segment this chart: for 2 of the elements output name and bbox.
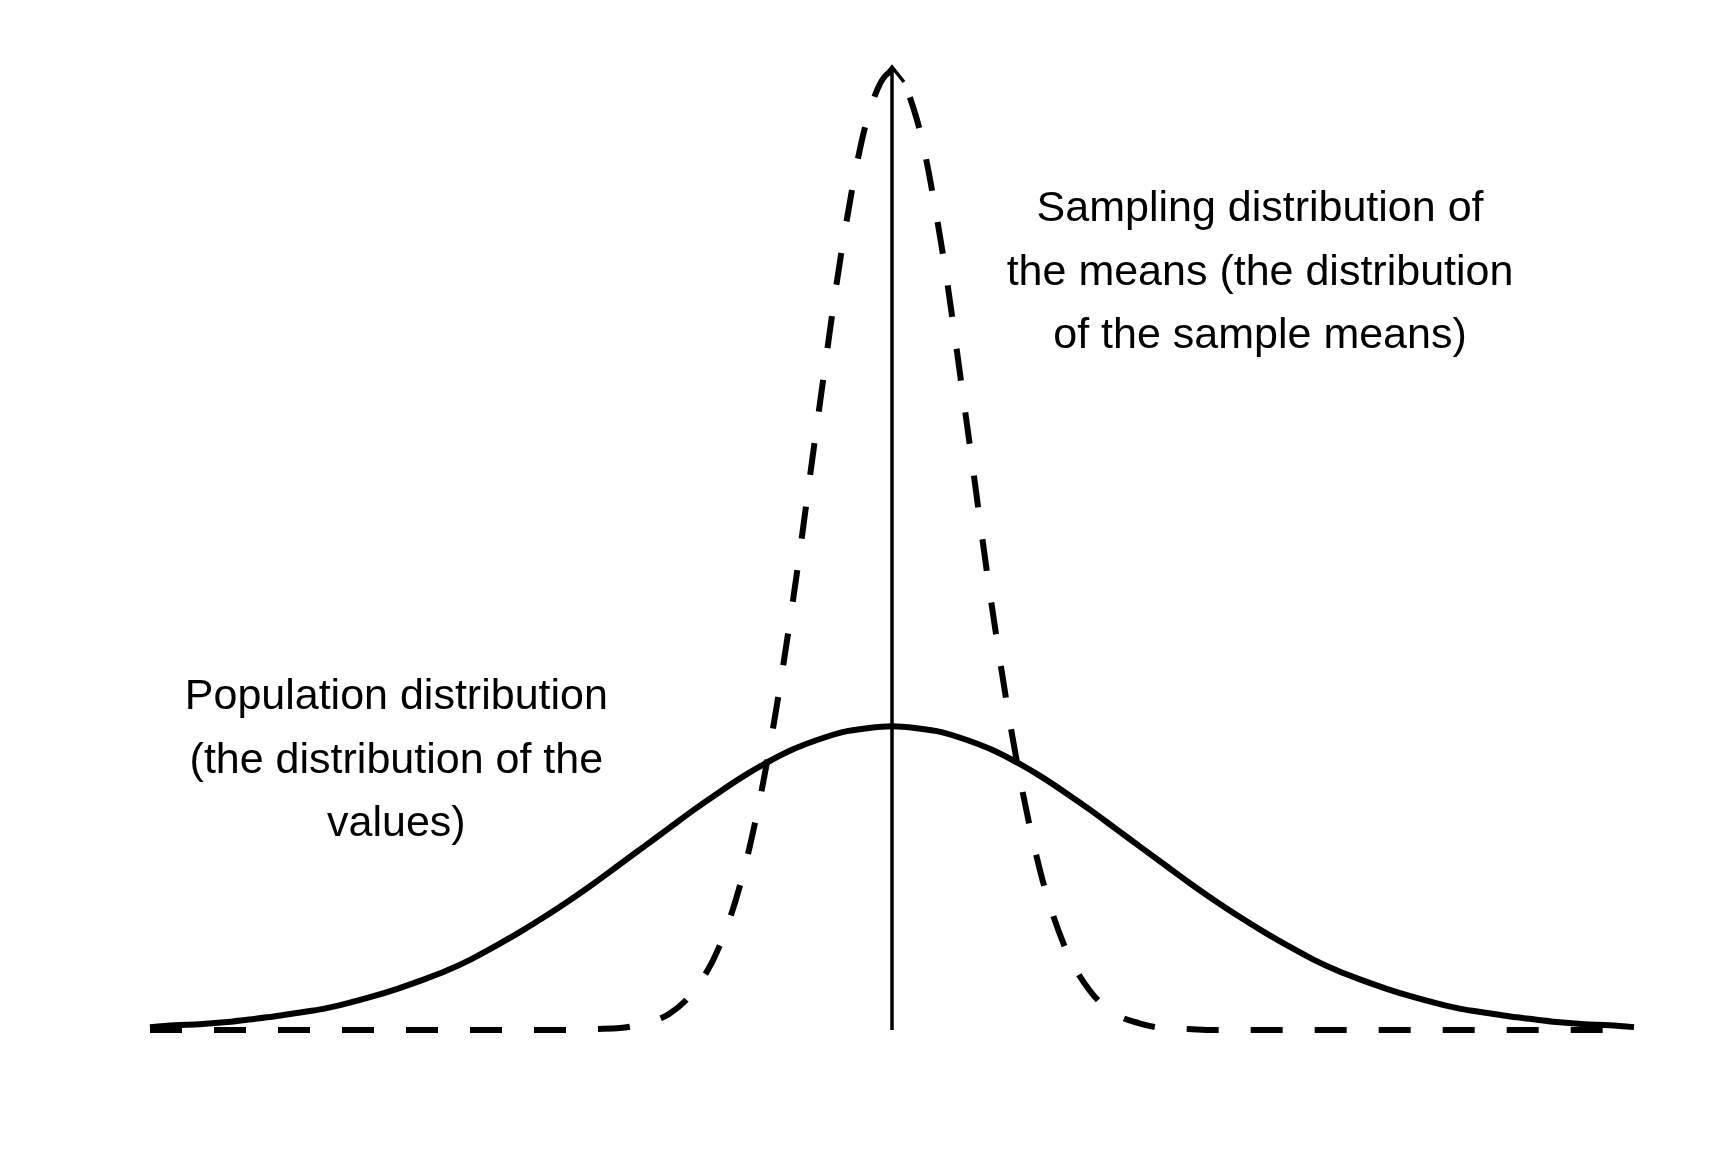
- series-label: Population distribution (the distribution of the values): [184, 670, 608, 845]
- series-label: Sampling distribution of the means (the distribution of the sample means): [1006, 182, 1514, 357]
